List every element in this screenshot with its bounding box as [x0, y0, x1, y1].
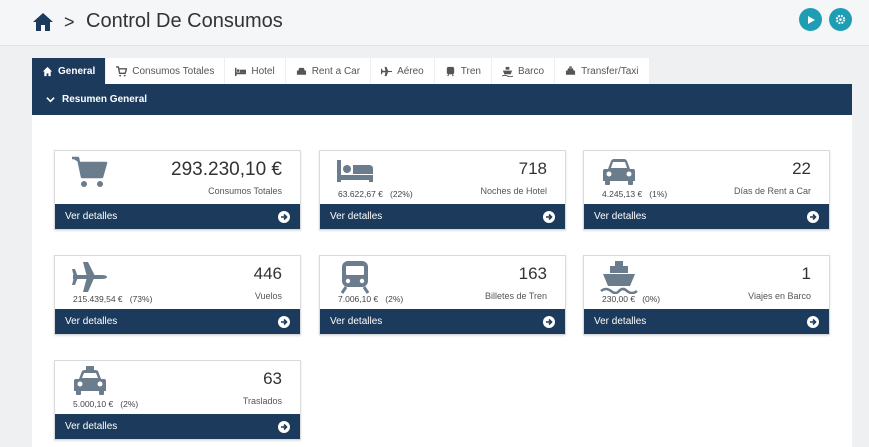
- view-details-label: Ver detalles: [330, 211, 383, 222]
- tab-consumos-totales[interactable]: Consumos Totales: [106, 58, 226, 84]
- card-tren: 163 Billetes de Tren 7.006,10 € (2%) Ver…: [319, 255, 566, 335]
- card-label: Días de Rent a Car: [733, 186, 811, 196]
- tab-tren[interactable]: Tren: [434, 58, 492, 84]
- view-details-link[interactable]: Ver detalles: [320, 204, 565, 229]
- card-value: 63: [263, 369, 282, 388]
- card-label: Consumos Totales: [208, 186, 282, 196]
- arrow-right-icon: [278, 420, 290, 433]
- tab-barco[interactable]: Barco: [491, 58, 556, 84]
- tab-label: Aéreo: [397, 65, 424, 77]
- gear-icon: [835, 14, 846, 25]
- panel-title: Resumen General: [62, 94, 148, 105]
- tab-label: Barco: [517, 65, 545, 77]
- card-barco: 1 Viajes en Barco 230,00 € (0%) Ver deta…: [583, 255, 830, 335]
- ship-icon: [600, 261, 638, 294]
- cart-icon: [116, 65, 128, 77]
- view-details-link[interactable]: Ver detalles: [55, 309, 300, 334]
- tab-bar: General Consumos Totales Hotel Rent a Ca…: [32, 58, 650, 84]
- settings-button[interactable]: [829, 8, 852, 31]
- card-label: Noches de Hotel: [480, 186, 547, 196]
- tab-rent-a-car[interactable]: Rent a Car: [285, 58, 372, 84]
- chevron-down-icon: [46, 97, 55, 103]
- card-value: 446: [253, 264, 282, 283]
- tab-hotel[interactable]: Hotel: [225, 58, 286, 84]
- car-icon: [296, 67, 306, 75]
- view-details-link[interactable]: Ver detalles: [584, 309, 829, 334]
- plane-icon: [381, 66, 393, 76]
- tab-label: Hotel: [251, 65, 275, 77]
- play-button[interactable]: [799, 8, 822, 31]
- car-icon: [603, 159, 635, 185]
- arrow-right-icon: [543, 210, 555, 223]
- arrow-right-icon: [278, 210, 290, 223]
- arrow-right-icon: [543, 315, 555, 328]
- taxi-icon: [74, 366, 106, 395]
- card-amount: 7.006,10 € (2%): [338, 294, 404, 304]
- view-details-label: Ver detalles: [65, 316, 118, 327]
- card-amount: 215.439,54 € (73%): [73, 294, 153, 304]
- train-icon: [446, 66, 454, 76]
- view-details-label: Ver detalles: [330, 316, 383, 327]
- tab-label: General: [58, 65, 96, 77]
- view-details-link[interactable]: Ver detalles: [55, 204, 300, 229]
- card-value: 293.230,10 €: [171, 159, 282, 180]
- bed-icon: [235, 67, 247, 76]
- arrow-right-icon: [807, 210, 819, 223]
- panel-header[interactable]: Resumen General: [32, 84, 852, 115]
- card-vuelos: 446 Vuelos 215.439,54 € (73%) Ver detall…: [54, 255, 301, 335]
- play-icon: [807, 15, 815, 24]
- view-details-link[interactable]: Ver detalles: [584, 204, 829, 229]
- tab-general[interactable]: General: [32, 58, 107, 84]
- tab-label: Consumos Totales: [132, 65, 215, 77]
- card-value: 1: [801, 264, 811, 283]
- view-details-link[interactable]: Ver detalles: [320, 309, 565, 334]
- card-label: Traslados: [242, 396, 282, 406]
- tab-label: Transfer/Taxi: [581, 65, 639, 77]
- card-value: 22: [792, 159, 811, 178]
- ship-icon: [501, 66, 513, 77]
- taxi-icon: [565, 65, 576, 75]
- view-details-label: Ver detalles: [594, 316, 647, 327]
- tab-transfer-taxi[interactable]: Transfer/Taxi: [555, 58, 650, 84]
- tab-aereo[interactable]: Aéreo: [371, 58, 435, 84]
- card-label: Vuelos: [254, 291, 282, 301]
- card-rent-a-car: 22 Días de Rent a Car 4.245,13 € (1%) Ve…: [583, 150, 830, 230]
- view-details-link[interactable]: Ver detalles: [55, 414, 300, 439]
- card-label: Billetes de Tren: [484, 291, 547, 301]
- card-label: Viajes en Barco: [748, 291, 811, 301]
- tab-label: Tren: [460, 65, 481, 77]
- cart-icon: [72, 156, 108, 187]
- card-value: 718: [518, 159, 547, 178]
- plane-icon: [72, 262, 107, 292]
- view-details-label: Ver detalles: [594, 211, 647, 222]
- home-icon[interactable]: [32, 12, 54, 32]
- page-header: > Control De Consumos: [0, 0, 869, 46]
- card-hotel: 718 Noches de Hotel 63.622,67 € (22%) Ve…: [319, 150, 566, 230]
- card-traslados: 63 Traslados 5.000,10 € (2%) Ver detalle…: [54, 360, 301, 440]
- train-icon: [340, 261, 370, 294]
- arrow-right-icon: [278, 315, 290, 328]
- card-amount: 5.000,10 € (2%): [73, 399, 139, 409]
- card-amount: 230,00 € (0%): [602, 294, 661, 304]
- page-title: Control De Consumos: [86, 10, 283, 32]
- view-details-label: Ver detalles: [65, 211, 118, 222]
- home-icon: [42, 66, 53, 76]
- bed-icon: [337, 160, 373, 182]
- card-amount: 4.245,13 € (1%): [602, 189, 668, 199]
- card-consumos-totales: 293.230,10 € Consumos Totales Ver detall…: [54, 150, 301, 230]
- arrow-right-icon: [807, 315, 819, 328]
- breadcrumb-separator: >: [64, 12, 75, 32]
- card-value: 163: [518, 264, 547, 283]
- card-amount: 63.622,67 € (22%): [338, 189, 413, 199]
- tab-label: Rent a Car: [311, 65, 361, 77]
- view-details-label: Ver detalles: [65, 421, 118, 432]
